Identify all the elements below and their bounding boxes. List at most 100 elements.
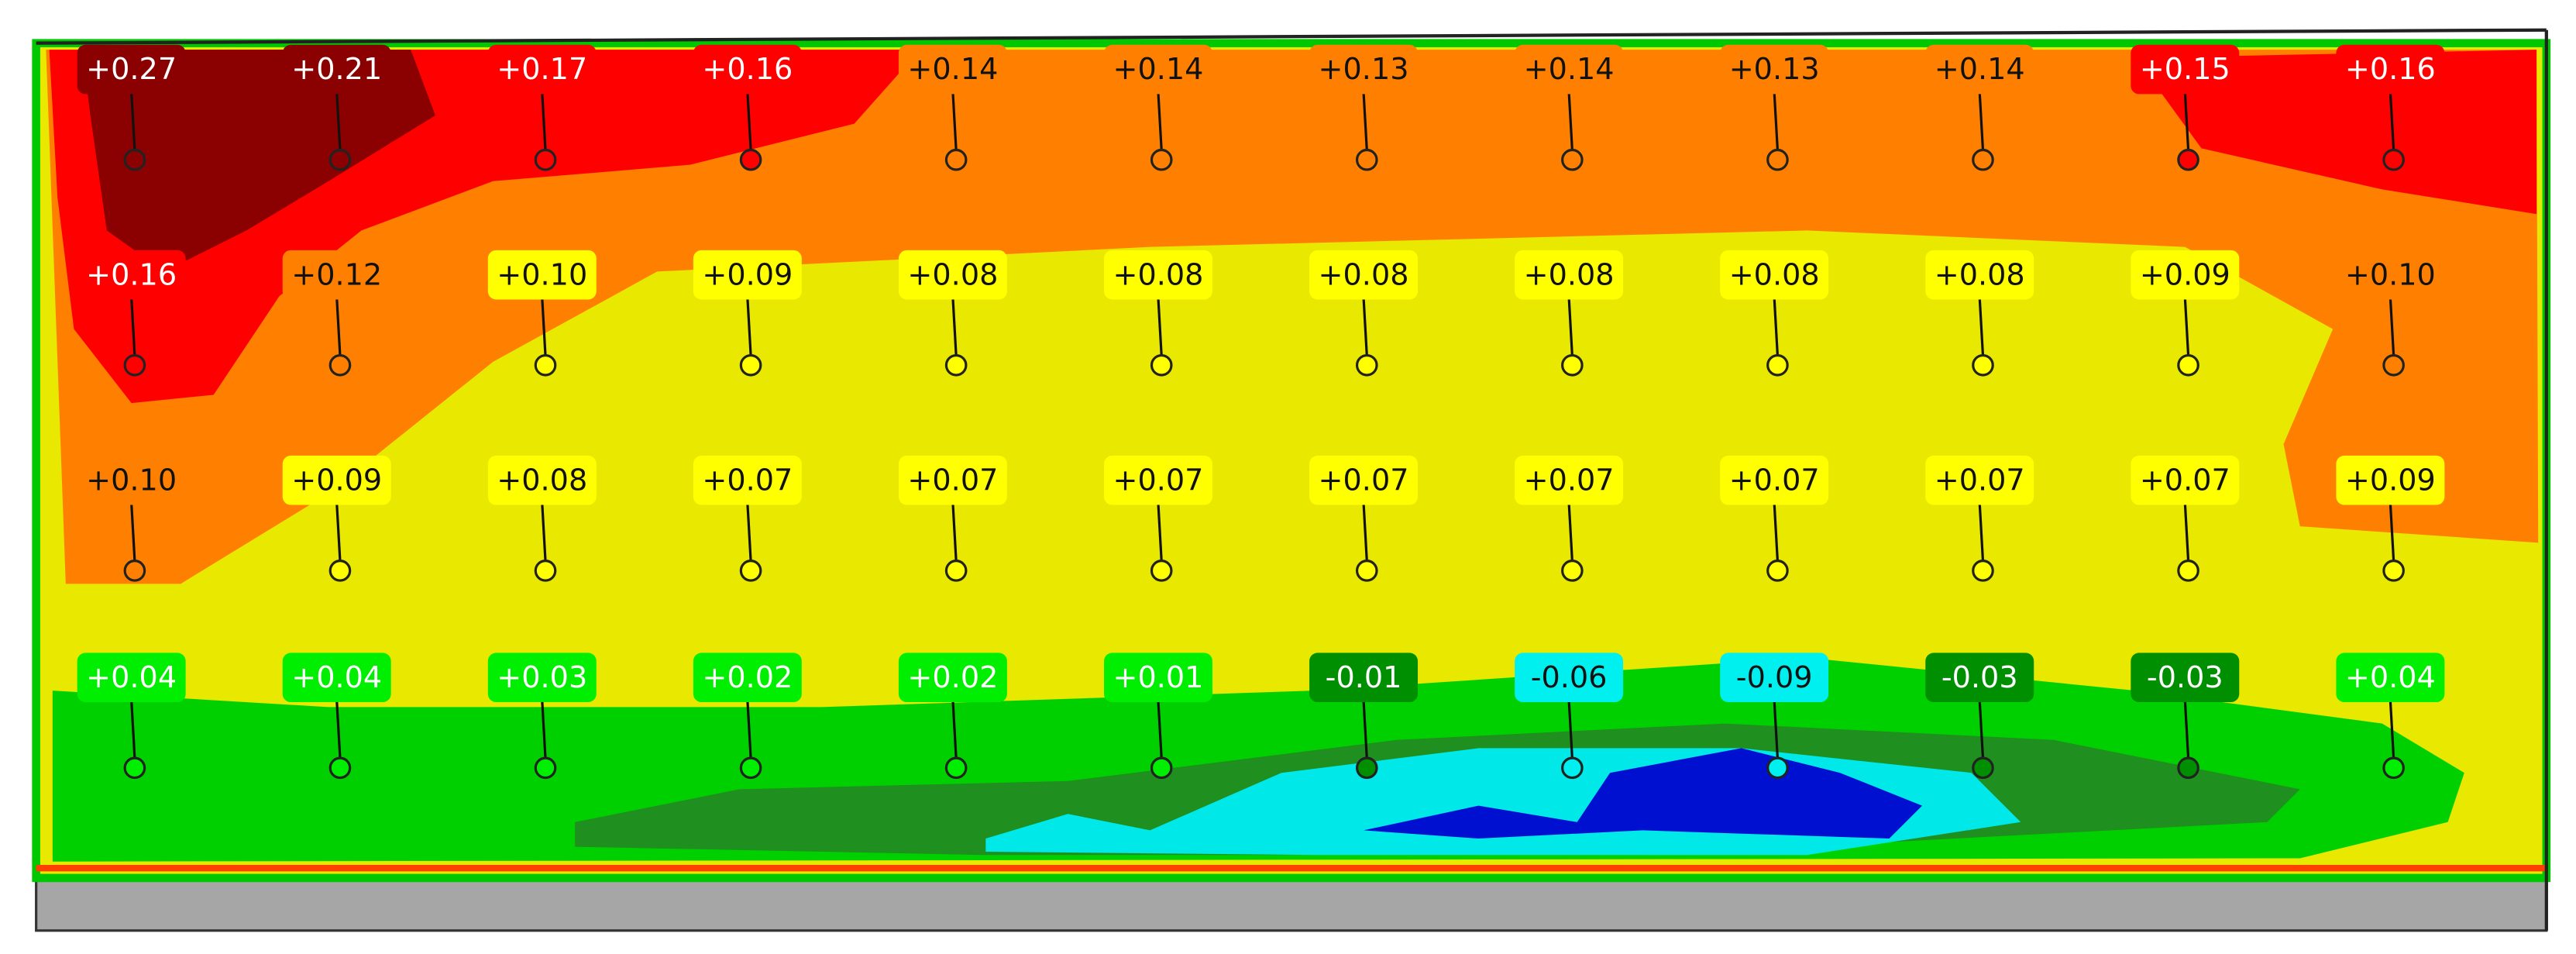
leader-line [335,92,342,150]
leader-line [1157,298,1163,356]
leader-line [951,92,958,150]
probe-label: +0.03 [497,660,587,694]
probe-label: +0.02 [907,660,998,694]
probe-point [123,756,146,780]
leader-line [1978,700,1985,759]
probe-label: +0.08 [1935,257,2025,291]
label-box [1104,250,1212,300]
label-box [898,653,1007,703]
label-box [2131,44,2240,95]
label-box [693,455,802,505]
probe-point [534,353,557,377]
probe-point [2177,353,2199,377]
label-box [1720,653,1829,703]
probe-point [1150,148,1173,171]
probe-point [1355,756,1378,780]
label-box [282,250,391,300]
probe-label: -0.06 [1531,660,1608,694]
label-box [2336,250,2445,300]
probe-point [534,148,557,171]
probe-label: +0.10 [2345,257,2436,291]
leader-line [951,298,958,356]
leader-line [1567,92,1573,150]
leader-line [1157,700,1163,759]
probe-label: +0.14 [1524,52,1615,86]
label-box [487,653,597,703]
leader-line [1773,700,1780,759]
frame-edge [36,28,2547,45]
probe-point [1355,560,1378,582]
probe-point [534,756,557,780]
label-box [693,44,802,95]
leader-line [335,700,342,759]
probe-point [1150,560,1173,582]
probe-label: -0.01 [1326,660,1402,694]
probe-label: +0.13 [1319,52,1409,86]
label-box [1925,250,2034,300]
probe-label: +0.08 [907,257,998,291]
probe-label: +0.04 [2345,660,2436,694]
probe-point [1766,353,1789,377]
probe-layer: +0.27 +0.21 +0.17 +0.16 +0.14 +0.14 +0.13 +0.14… [77,44,2445,780]
probe-point [739,353,762,377]
leader-line [1978,503,1985,561]
probe-label: +0.17 [497,52,587,86]
probe-label: +0.27 [86,52,177,86]
probe-point [1561,560,1584,582]
label-box [1515,250,1624,300]
probe-point [2177,560,2199,582]
probe-point [944,353,968,377]
leader-line [335,298,342,356]
leader-line [2389,503,2395,561]
label-box [1515,653,1624,703]
label-box [2131,653,2240,703]
probe-point [739,560,762,582]
leader-line [1978,92,1985,150]
label-box [282,44,391,95]
leader-line [541,503,547,561]
probe-label: +0.04 [86,660,177,694]
label-box [77,455,186,505]
probe-label: +0.10 [497,257,587,291]
label-box [487,44,597,95]
label-box [2131,455,2240,505]
leader-line [1773,92,1780,150]
label-box [1720,250,1829,300]
probe-point [328,353,352,377]
probe-point [1355,353,1378,377]
leader-line [1157,92,1163,150]
probe-label: +0.14 [907,52,998,86]
probe-point [123,148,146,171]
leader-line [2183,92,2190,150]
probe-label: +0.02 [702,660,793,694]
leader-line [1362,503,1368,561]
label-box [77,250,186,300]
probe-point [2382,560,2405,582]
probe-point [944,756,968,780]
probe-label: +0.09 [291,463,382,497]
probe-label: +0.07 [1113,463,1204,497]
base-plate [35,873,2548,932]
leader-line [1157,503,1163,561]
leader-line [746,298,752,356]
probe-label: +0.09 [702,257,793,291]
probe-point [944,560,968,582]
leader-line [951,700,958,759]
label-box [898,44,1007,95]
label-box [1925,455,2034,505]
leader-line [1978,298,1985,356]
probe-point [1561,756,1584,780]
leader-line [541,92,547,150]
probe-label: +0.15 [2140,52,2230,86]
probe-point [328,560,352,582]
probe-label: -0.03 [1941,660,2018,694]
label-box [1309,653,1419,703]
probe-label: -0.09 [1736,660,1813,694]
probe-label: +0.07 [1319,463,1409,497]
probe-point [2382,756,2405,780]
leader-line [951,503,958,561]
label-box [1925,44,2034,95]
probe-point [123,353,146,377]
probe-label: +0.08 [1113,257,1204,291]
